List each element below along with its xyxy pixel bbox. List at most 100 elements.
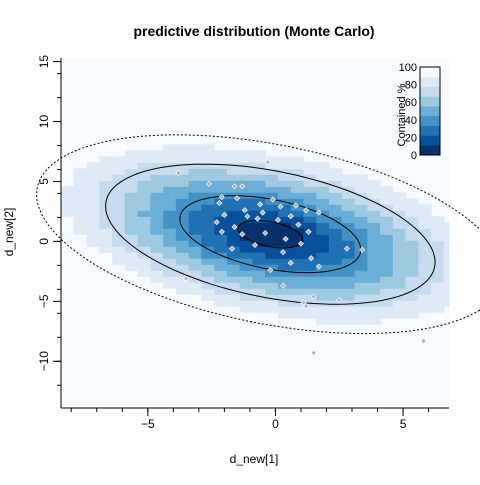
data-point: [218, 194, 225, 201]
y-tick-label: 15: [37, 55, 51, 69]
heatmap-cell: [188, 276, 202, 283]
heatmap-cell: [367, 288, 381, 295]
heatmap-cell: [316, 162, 330, 169]
heatmap-cell: [316, 234, 330, 241]
heatmap-cell: [265, 180, 279, 187]
heatmap-cell: [201, 216, 215, 223]
heatmap-cell: [303, 312, 317, 319]
data-point: [300, 299, 307, 306]
heatmap-cell: [99, 222, 113, 229]
heatmap-cell: [265, 174, 279, 181]
heatmap-cell: [252, 282, 266, 289]
heatmap-cell: [150, 270, 164, 277]
heatmap-cell: [265, 198, 279, 205]
heatmap-cell: [201, 222, 215, 229]
heatmap-cell: [99, 234, 113, 241]
heatmap-cell: [112, 192, 126, 199]
heatmap-cell: [265, 210, 279, 217]
heatmap-cell: [214, 288, 228, 295]
heatmap-cell: [392, 264, 407, 271]
heatmap-cell: [443, 300, 450, 307]
heatmap-cell: [329, 288, 343, 295]
heatmap-cell: [124, 192, 139, 199]
heatmap-cell: [341, 174, 356, 181]
heatmap-cell: [277, 288, 292, 295]
heatmap-cell: [252, 198, 266, 205]
data-point: [343, 245, 350, 252]
heatmap-cell: [303, 234, 317, 241]
heatmap-cell: [252, 306, 266, 313]
heatmap-cell: [380, 222, 394, 229]
heatmap-cell: [252, 156, 266, 163]
heatmap-cell: [137, 210, 151, 217]
heatmap-cell: [124, 252, 139, 259]
legend-swatch: [420, 115, 440, 126]
heatmap-cell: [329, 264, 343, 271]
heatmap-cell: [290, 294, 305, 301]
heatmap-cell: [61, 210, 75, 217]
heatmap-cell: [392, 246, 407, 253]
heatmap-cell: [214, 300, 228, 307]
heatmap-cell: [316, 222, 330, 229]
heatmap-cell: [341, 288, 356, 295]
legend-tick-label: 0: [411, 150, 417, 162]
heatmap-cell: [380, 294, 394, 301]
contour-99: [36, 134, 480, 335]
heatmap-cell: [277, 276, 292, 283]
heatmap-cell: [214, 270, 228, 277]
heatmap-cell: [303, 258, 317, 265]
heatmap-cell: [418, 288, 432, 295]
heatmap-cell: [265, 240, 279, 247]
heatmap-cell: [163, 192, 177, 199]
heatmap-cell: [201, 186, 215, 193]
data-point: [310, 349, 317, 356]
data-point: [218, 228, 225, 235]
heatmap-cell: [188, 144, 202, 151]
heatmap-cell: [405, 264, 419, 271]
heatmap-cell: [405, 294, 419, 301]
heatmap-cell: [99, 174, 113, 181]
heatmap-cell: [341, 222, 356, 229]
heatmap-cell: [354, 204, 368, 211]
heatmap-cell: [137, 222, 151, 229]
heatmap-cell: [124, 222, 139, 229]
heatmap-cell: [367, 306, 381, 313]
heatmap-cell: [201, 276, 215, 283]
heatmap-cell: [265, 252, 279, 259]
heatmap-cell: [354, 270, 368, 277]
y-tick-label: −10: [37, 351, 51, 372]
heatmap-cell: [61, 192, 75, 199]
heatmap-cell: [380, 288, 394, 295]
heatmap-cell: [239, 294, 254, 301]
heatmap-cell: [392, 300, 407, 307]
heatmap-cell: [290, 186, 305, 193]
heatmap-cell: [303, 162, 317, 169]
heatmap-cell: [290, 252, 305, 259]
chart-title: predictive distribution (Monte Carlo): [133, 23, 374, 39]
heatmap-cell: [303, 306, 317, 313]
heatmap-cell: [188, 162, 202, 169]
heatmap-cell: [163, 216, 177, 223]
heatmap-cell: [137, 150, 151, 157]
heatmap-cell: [431, 252, 445, 259]
heatmap-cell: [418, 246, 432, 253]
heatmap-cell: [290, 246, 305, 253]
heatmap-cell: [252, 258, 266, 265]
heatmap-cell: [163, 222, 177, 229]
heatmap-cell: [354, 306, 368, 313]
heatmap-cell: [329, 198, 343, 205]
heatmap-cell: [175, 150, 190, 157]
heatmap-cell: [265, 168, 279, 175]
heatmap-cell: [137, 234, 151, 241]
heatmap-cell: [392, 234, 407, 241]
heatmap-cell: [277, 294, 292, 301]
data-point: [359, 246, 366, 253]
heatmap-cell: [354, 264, 368, 271]
heatmap-cell: [137, 270, 151, 277]
heatmap-cell: [201, 192, 215, 199]
heatmap-cell: [252, 288, 266, 295]
heatmap-cell: [443, 294, 450, 301]
heatmap-cell: [265, 228, 279, 235]
heatmap-cell: [316, 312, 330, 319]
heatmap-cell: [380, 252, 394, 259]
